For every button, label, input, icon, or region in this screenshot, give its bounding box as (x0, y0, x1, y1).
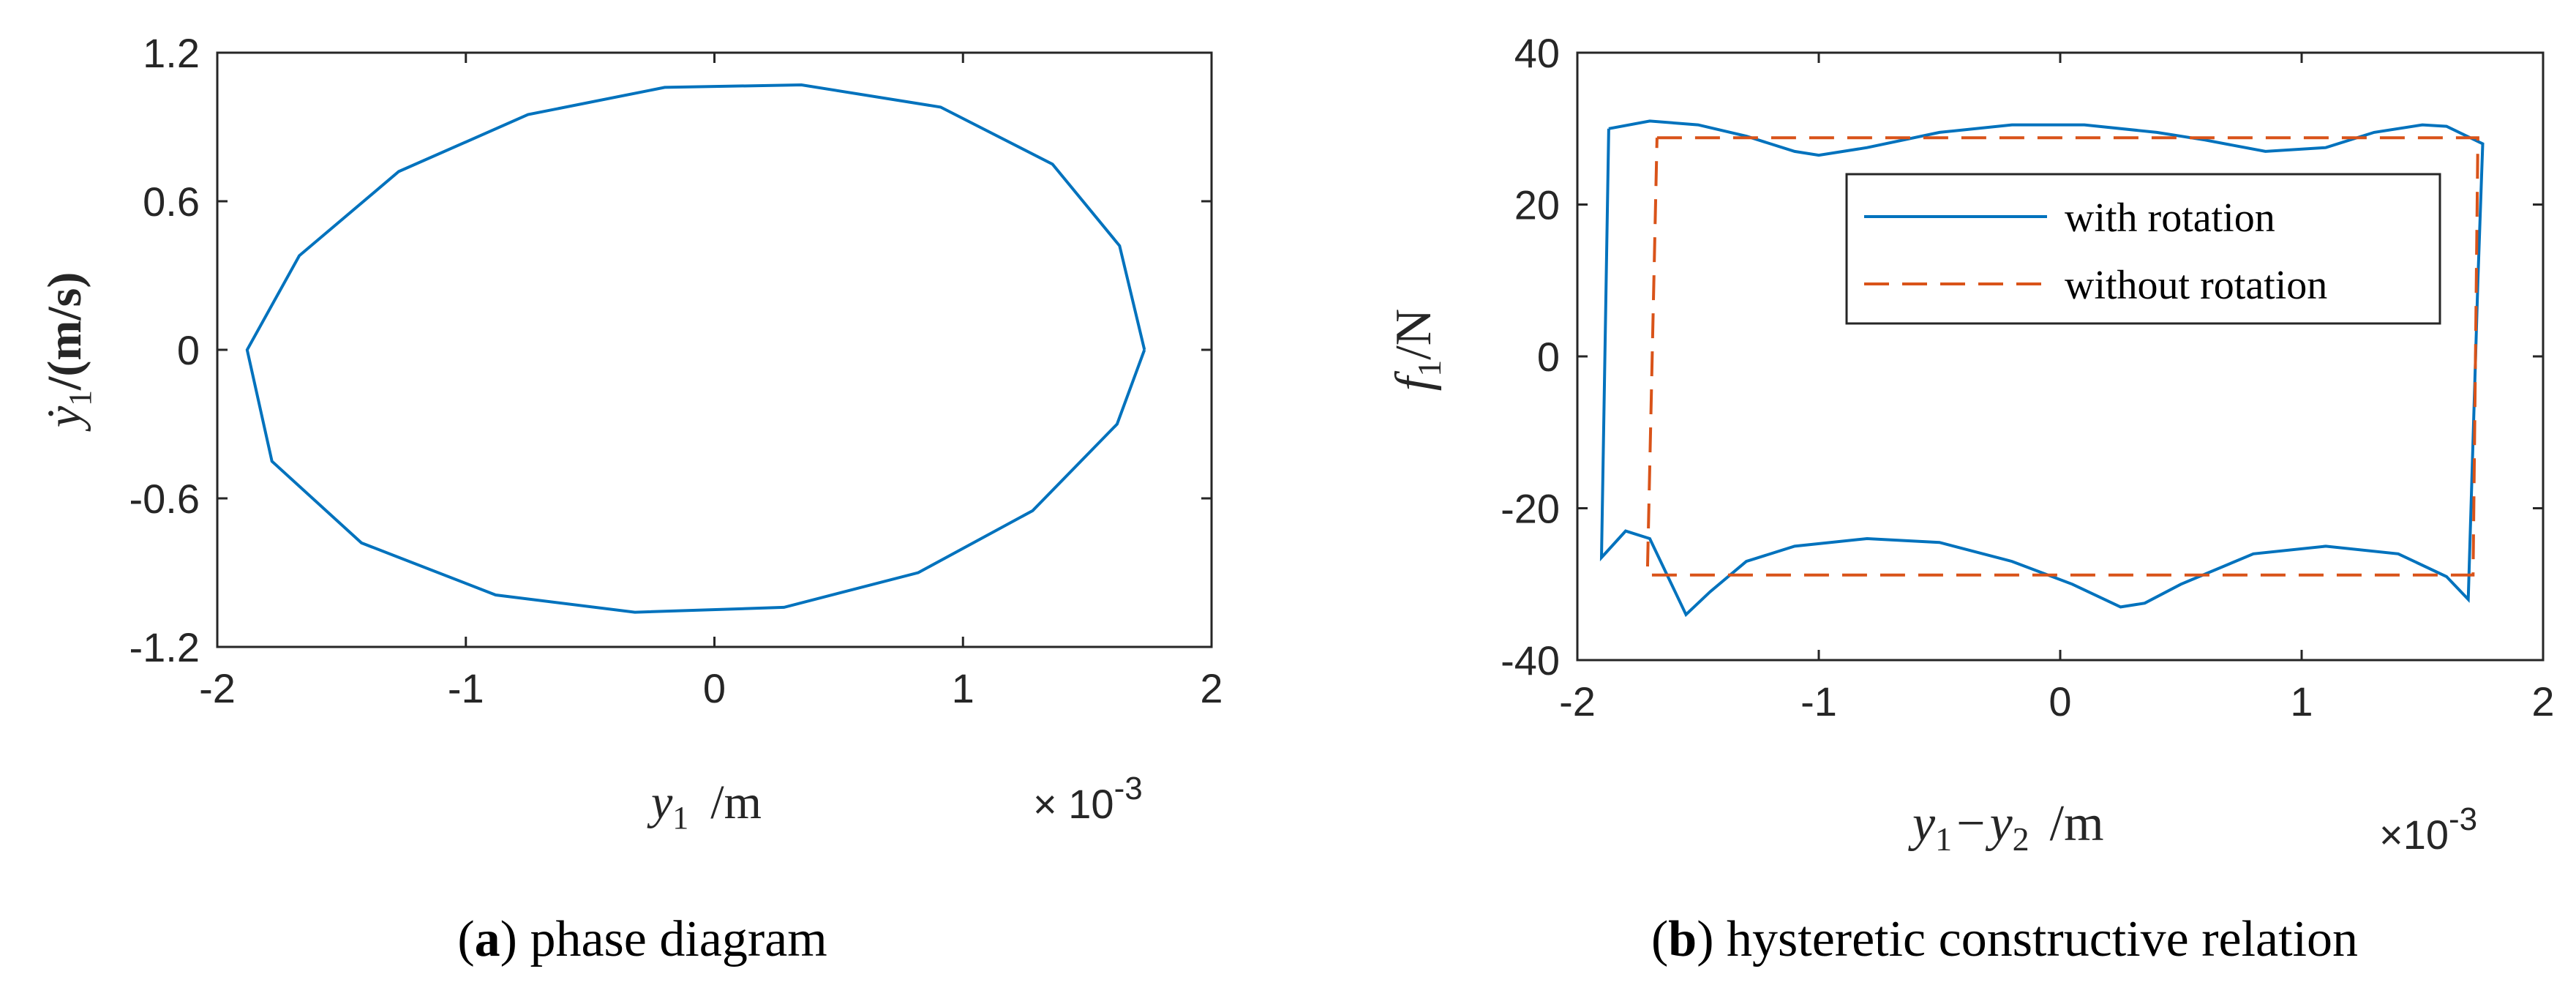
panel-b-x-label-var2: y (1986, 795, 2013, 852)
x-tick-label: 2 (1200, 665, 1223, 711)
panel-a-x-multiplier-base: × 10 (1033, 781, 1114, 827)
y-tick-label: 0.6 (143, 179, 200, 225)
y-tick-label: -1.2 (129, 624, 200, 670)
panel-a-caption-letter: a (475, 911, 500, 967)
panel-a-x-label-var: y (647, 776, 673, 829)
y-tick-label: 1.2 (143, 30, 200, 76)
panel-b-x-label-var1: y (1908, 795, 1936, 852)
panel-b-x-label-unit: /m (2050, 795, 2104, 852)
panel-b-x-label-sub2: 2 (2013, 820, 2029, 858)
panel-b-x-label-minus: − (1956, 795, 1985, 852)
panel-b-series-without-rotation (1645, 136, 2479, 577)
panel-b-series-with-rotation (1599, 119, 2485, 618)
legend-label-without-rotation: without rotation (2065, 263, 2327, 308)
panel-b-y-label-sub: 1 (1411, 360, 1448, 377)
panel-a-x-label-unit: /m (710, 776, 762, 829)
panel-a-plot-frame (216, 51, 1213, 648)
panel-a-y-label-sub: 1 (62, 390, 98, 406)
x-tick-label: 1 (2290, 678, 2313, 724)
panel-b-caption-text: hysteretic constructive relation (1727, 911, 2358, 967)
x-tick-label: 0 (703, 665, 726, 711)
x-tick-label: 1 (952, 665, 975, 711)
panel-a-y-label-unit: /(m/s) (38, 272, 91, 391)
panel-a-caption-close: ) (500, 911, 530, 967)
panel-a-caption: (a) phase diagram (457, 911, 827, 967)
panel-b-y-ticks: -40 -20 0 20 40 (1501, 30, 2543, 684)
panel-a-y-label-var: ẏ (38, 405, 91, 432)
panel-b-x-multiplier-base: ×10 (2379, 812, 2449, 858)
panel-a-phase-curve (245, 83, 1146, 614)
panel-a-x-label-sub: 1 (672, 800, 688, 836)
panel-a-x-ticks: -2 -1 0 1 2 (199, 53, 1223, 711)
panel-b: -2 -1 0 1 2 -40 -20 0 20 40 with rotation withou… (1386, 30, 2555, 967)
panel-b-x-label-sub1: 1 (1935, 820, 1952, 858)
panel-b-caption-letter: b (1668, 911, 1697, 967)
y-tick-label: 20 (1514, 182, 1560, 228)
y-tick-label: -40 (1501, 637, 1560, 684)
panel-b-caption-open: ( (1651, 911, 1668, 967)
panel-a-x-multiplier: × 10-3 (1033, 771, 1143, 827)
panel-b-x-label: y1−y2/m (1908, 795, 2104, 858)
panel-a-x-multiplier-exp: -3 (1114, 771, 1143, 806)
panel-b-y-label: f1/N (1386, 309, 1448, 391)
y-tick-label: -20 (1501, 486, 1560, 532)
y-tick-label: 0 (177, 327, 200, 373)
x-tick-label: -2 (1559, 678, 1596, 724)
x-tick-label: -2 (199, 665, 236, 711)
panel-a-caption-open: ( (457, 911, 474, 967)
panel-b-caption-close: ) (1697, 911, 1727, 967)
x-tick-label: -1 (448, 665, 484, 711)
panel-b-plot-frame (1576, 51, 2545, 662)
x-tick-label: 2 (2531, 678, 2554, 724)
panel-b-legend-box (1845, 173, 2441, 325)
panel-a-y-label: ẏ1/(m/s) (38, 272, 98, 433)
y-tick-label: -0.6 (129, 476, 200, 522)
y-tick-label: 0 (1537, 334, 1560, 380)
panel-a-caption-text: phase diagram (530, 911, 827, 967)
panel-b-legend: with rotation without rotation (1845, 173, 2441, 325)
panel-b-x-multiplier: ×10-3 (2379, 801, 2477, 858)
panel-a-x-label: y1/m (647, 776, 762, 836)
x-tick-label: 0 (2049, 678, 2071, 724)
panel-b-x-multiplier-exp: -3 (2449, 801, 2477, 837)
x-tick-label: -1 (1800, 678, 1837, 724)
panel-a-y-ticks: -1.2 -0.6 0 0.6 1.2 (129, 30, 1212, 670)
panel-b-x-ticks: -2 -1 0 1 2 (1559, 53, 2555, 724)
panel-a: -2 -1 0 1 2 -1.2-0.600.61.2 y1/m × 10-3 ẏ1/(… (38, 30, 1223, 967)
legend-label-with-rotation: with rotation (2065, 195, 2275, 241)
panel-b-caption: (b) hysteretic constructive relation (1651, 911, 2358, 967)
y-tick-label: 40 (1514, 30, 1560, 76)
panel-b-y-label-unit: /N (1386, 309, 1442, 360)
